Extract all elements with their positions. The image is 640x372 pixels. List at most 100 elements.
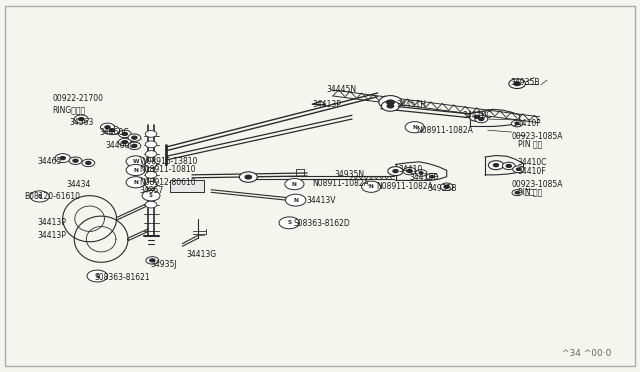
Text: N: N: [292, 182, 297, 187]
Circle shape: [86, 161, 91, 164]
Text: W08915-13810: W08915-13810: [140, 157, 198, 166]
Text: S08363-81621: S08363-81621: [95, 273, 150, 282]
Circle shape: [513, 166, 524, 173]
Text: 34935N: 34935N: [334, 170, 364, 179]
Circle shape: [479, 118, 484, 121]
Circle shape: [128, 142, 141, 150]
Circle shape: [126, 156, 145, 167]
Circle shape: [145, 201, 157, 208]
Circle shape: [104, 126, 120, 135]
Circle shape: [387, 100, 394, 105]
Text: 00923-1085A: 00923-1085A: [512, 180, 563, 189]
FancyBboxPatch shape: [170, 180, 204, 192]
Circle shape: [150, 259, 155, 262]
Text: 34935B: 34935B: [428, 184, 457, 193]
Circle shape: [475, 115, 488, 123]
Circle shape: [440, 183, 453, 190]
Text: 34935J: 34935J: [150, 260, 177, 269]
Text: 34935B: 34935B: [511, 78, 540, 87]
Circle shape: [60, 157, 65, 160]
Circle shape: [145, 182, 157, 188]
Circle shape: [128, 134, 141, 141]
Text: B: B: [38, 194, 42, 199]
Text: S08363-8162D: S08363-8162D: [293, 219, 350, 228]
Text: 34460C: 34460C: [106, 141, 135, 150]
Text: 34413P: 34413P: [312, 100, 341, 109]
Circle shape: [488, 161, 504, 170]
Text: 00923-1085A: 00923-1085A: [512, 132, 563, 141]
Text: N08912-80610: N08912-80610: [140, 178, 196, 187]
Text: N: N: [133, 167, 138, 173]
Circle shape: [393, 170, 398, 173]
Circle shape: [74, 115, 88, 123]
Circle shape: [512, 190, 522, 196]
Circle shape: [132, 144, 137, 147]
Circle shape: [145, 171, 157, 178]
Circle shape: [419, 172, 423, 174]
Circle shape: [444, 185, 449, 188]
Text: RINGリング: RINGリング: [52, 105, 86, 114]
Text: N08911-10810: N08911-10810: [140, 165, 196, 174]
Circle shape: [509, 79, 525, 89]
Text: N: N: [412, 125, 417, 130]
Circle shape: [132, 136, 137, 139]
Text: 34857: 34857: [140, 186, 164, 195]
Circle shape: [405, 122, 424, 133]
Text: S: S: [149, 193, 153, 198]
Circle shape: [426, 173, 438, 180]
Circle shape: [474, 115, 479, 118]
Circle shape: [511, 120, 523, 127]
Text: W: W: [132, 159, 139, 164]
Circle shape: [285, 194, 306, 206]
Circle shape: [415, 170, 427, 176]
Circle shape: [387, 104, 394, 108]
Circle shape: [407, 170, 412, 173]
Text: S: S: [287, 220, 291, 225]
Text: 34451H: 34451H: [397, 100, 427, 109]
Text: PIN ピン: PIN ピン: [518, 140, 543, 148]
Circle shape: [100, 123, 115, 131]
Text: PIN ピン: PIN ピン: [518, 188, 543, 197]
Circle shape: [105, 126, 110, 129]
Circle shape: [379, 96, 402, 109]
Circle shape: [87, 270, 108, 282]
Circle shape: [515, 122, 519, 125]
Circle shape: [55, 154, 70, 163]
Circle shape: [493, 164, 499, 167]
Circle shape: [145, 131, 157, 137]
Circle shape: [388, 167, 403, 176]
Circle shape: [73, 159, 78, 162]
Circle shape: [514, 82, 520, 86]
Circle shape: [515, 192, 519, 194]
Circle shape: [82, 159, 95, 167]
Circle shape: [145, 161, 157, 168]
Text: 34465: 34465: [37, 157, 61, 166]
Circle shape: [109, 129, 115, 132]
Circle shape: [145, 151, 157, 157]
Text: ^34 ^00·0: ^34 ^00·0: [562, 349, 611, 358]
Text: N08911-1082A: N08911-1082A: [312, 179, 369, 187]
Circle shape: [279, 217, 300, 229]
Text: 34413V: 34413V: [306, 196, 335, 205]
Text: 00922-21700: 00922-21700: [52, 94, 104, 103]
Circle shape: [285, 179, 304, 190]
Circle shape: [430, 176, 434, 178]
Circle shape: [145, 192, 157, 198]
Text: 34410F: 34410F: [512, 119, 541, 128]
Circle shape: [142, 190, 160, 201]
Text: 34410F: 34410F: [410, 173, 438, 182]
Circle shape: [118, 138, 131, 146]
Circle shape: [122, 132, 127, 135]
Text: N: N: [293, 198, 298, 203]
Circle shape: [30, 191, 49, 202]
Circle shape: [122, 141, 127, 144]
Circle shape: [502, 162, 515, 170]
Circle shape: [146, 257, 159, 264]
Text: N: N: [133, 180, 138, 185]
Text: 34434: 34434: [66, 180, 90, 189]
Text: S: S: [95, 273, 99, 279]
Circle shape: [506, 164, 511, 167]
Text: 34563: 34563: [69, 118, 93, 126]
Text: N08911-1082A: N08911-1082A: [416, 126, 473, 135]
Circle shape: [469, 112, 484, 121]
